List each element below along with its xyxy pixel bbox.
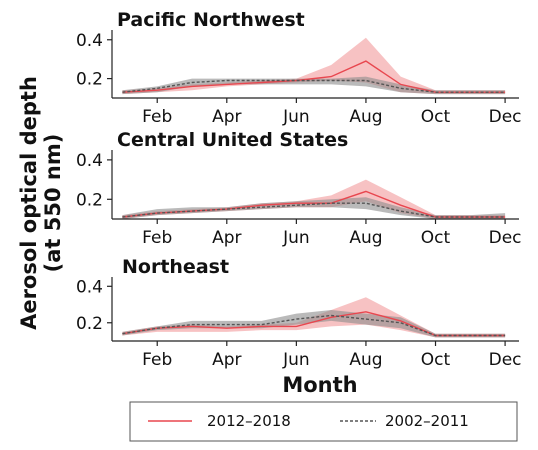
- x-tick-label: Oct: [421, 228, 451, 248]
- legend-label-2: 2002–2011: [385, 412, 469, 430]
- panel-2: Central United States 0.2 0.4 Feb Apr Jun Aug O…: [76, 129, 522, 248]
- x-tick-label: Aug: [349, 350, 382, 370]
- y-tick-label: 0.2: [76, 70, 103, 90]
- y-tick-label: 0.4: [76, 31, 103, 51]
- x-tick-label: Feb: [142, 228, 172, 248]
- legend: 2012–2018 2002–2011: [129, 401, 518, 442]
- x-tick-label: Aug: [349, 228, 382, 248]
- x-tick-label: Jun: [282, 350, 310, 370]
- series-band-2: [122, 197, 506, 219]
- y-tick-label: 0.4: [76, 151, 103, 171]
- series-band-1: [122, 37, 506, 95]
- y-tick-label: 0.4: [76, 277, 103, 297]
- x-tick-label: Oct: [421, 107, 451, 127]
- panel-3: Northeast 0.2 0.4 Feb Apr Jun Aug Oct Dec: [76, 256, 522, 370]
- y-axis-label-line1: Aerosol optical depth: [17, 76, 41, 330]
- series-line-2: [122, 314, 506, 337]
- x-tick-label: Feb: [142, 107, 172, 127]
- y-tick-label: 0.2: [76, 190, 103, 210]
- panel-title: Northeast: [122, 256, 229, 278]
- y-axis-label-line2: (at 550 nm): [41, 134, 65, 273]
- panel-1: Pacific Northwest 0.2 0.4 Feb Apr Jun Aug Oct De…: [76, 9, 522, 127]
- x-tick-label: Apr: [212, 107, 241, 127]
- x-tick-label: Feb: [142, 350, 172, 370]
- x-tick-label: Dec: [489, 228, 522, 248]
- x-tick-label: Apr: [212, 228, 241, 248]
- chart-panels: Pacific Northwest 0.2 0.4 Feb Apr Jun Aug Oct De…: [76, 9, 522, 370]
- x-tick-label: Dec: [489, 350, 522, 370]
- x-tick-label: Dec: [489, 107, 522, 127]
- y-tick-label: 0.2: [76, 314, 103, 334]
- series-line-2: [122, 202, 506, 218]
- panel-title: Pacific Northwest: [117, 9, 305, 31]
- panel-title: Central United States: [117, 129, 348, 151]
- series-band-2: [122, 310, 506, 338]
- x-tick-label: Jun: [282, 107, 310, 127]
- series-line-2: [122, 79, 506, 93]
- legend-box: [129, 401, 518, 442]
- x-tick-label: Apr: [212, 350, 241, 370]
- x-tick-label: Oct: [421, 350, 451, 370]
- x-tick-label: Jun: [282, 228, 310, 248]
- legend-label-1: 2012–2018: [207, 412, 291, 430]
- x-axis-label: Month: [282, 373, 357, 397]
- x-tick-label: Aug: [349, 107, 382, 127]
